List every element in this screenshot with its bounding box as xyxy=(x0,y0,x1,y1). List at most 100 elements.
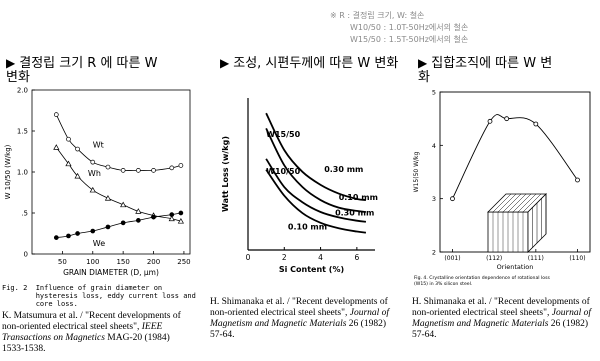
chart-1-caption: Fig. 2 Influence of grain diameter on hy… xyxy=(2,284,196,308)
data-point xyxy=(106,225,110,229)
citation-2-line1: H. Shimanaka et al. / "Recent developmen… xyxy=(210,297,410,308)
citation-2-line3: Magnetism and Magnetic Materials xyxy=(210,319,346,329)
x-tick-label: 250 xyxy=(177,258,190,266)
data-point xyxy=(91,160,95,164)
data-point xyxy=(576,178,580,182)
chart-orientation: 2345(001)(112)(111)(110)OrientationW15(5… xyxy=(410,82,600,292)
citation-3-line2: non-oriented electrical steel sheets", xyxy=(412,308,549,318)
section-title-composition: ▶조성, 시편두께에 따른 W 변화 xyxy=(220,56,420,71)
chart-2-svg: 0 2 4 6 Si Content (%) Watt Loss (w/kg) W15/50… xyxy=(210,88,380,278)
data-point xyxy=(170,166,174,170)
series-label-w10-50: W10/50 xyxy=(266,167,300,176)
citation-2-pages: 57-64. xyxy=(210,330,410,341)
x-tick-label: 200 xyxy=(147,258,160,266)
data-point xyxy=(121,221,125,225)
data-point xyxy=(91,229,95,233)
thickness-label: 0.10 mm xyxy=(339,193,378,202)
data-point xyxy=(179,163,183,167)
x-tick-label: 50 xyxy=(58,258,67,266)
section-title-texture: ▶집합조직에 따른 W 변 화 xyxy=(418,56,598,85)
y-axis-label: W 10/50 (W/kg) xyxy=(4,144,12,199)
data-point xyxy=(76,232,80,236)
series-label-w15-50: W15/50 xyxy=(266,130,300,139)
citation-2-journal: Journal of xyxy=(350,308,389,318)
note-line-3: W15/50 : 1.5T-50Hz에서의 철손 xyxy=(330,34,468,46)
section-title-3-line1: 집합조직에 따른 W 변 xyxy=(431,56,552,71)
x-tick-label: 0 xyxy=(246,253,251,262)
citation-1-line1: K. Matsumura et al. / "Recent developmen… xyxy=(2,311,207,322)
data-point xyxy=(54,236,58,240)
crystal-cube-illustration xyxy=(488,194,546,252)
citation-1-pages: 1533-1538. xyxy=(2,344,207,355)
triangle-bullet-icon: ▶ xyxy=(6,56,15,70)
citation-2: H. Shimanaka et al. / "Recent developmen… xyxy=(210,297,410,341)
y-tick-label: 2.0 xyxy=(17,87,28,95)
data-point xyxy=(54,145,59,150)
series-line-wh xyxy=(56,147,181,221)
citation-1-journal: IEEE xyxy=(142,322,163,332)
x-tick-label: 6 xyxy=(354,253,359,262)
citation-1-vol: MAG-20 (1984) xyxy=(107,333,170,343)
x-tick-label: 2 xyxy=(282,253,287,262)
data-point xyxy=(66,234,70,238)
y-tick-label: 1.5 xyxy=(17,128,28,136)
series-label-we: We xyxy=(93,239,105,248)
section-title-grain-size: ▶결정립 크기 R 에 따른 W 변화 xyxy=(6,56,206,85)
chart-1-svg: 0.51.01.52.050100150200250GRAIN DIAMETER… xyxy=(0,82,200,302)
x-tick-label: (110) xyxy=(569,255,585,262)
y-tick-label: 3 xyxy=(432,195,436,203)
data-point xyxy=(505,117,509,121)
data-point xyxy=(534,122,538,126)
data-point xyxy=(451,197,455,201)
data-point xyxy=(54,113,58,117)
citation-3-pages: 57-64. xyxy=(412,330,600,341)
data-point xyxy=(121,168,125,172)
x-tick-label: 150 xyxy=(116,258,129,266)
chart-grain-diameter: 0.51.01.52.050100150200250GRAIN DIAMETER… xyxy=(0,82,200,302)
citation-2-vol: 26 (1982) xyxy=(349,319,386,329)
thickness-label: 0.30 mm xyxy=(324,165,363,174)
x-axis-label: Si Content (%) xyxy=(279,265,344,274)
y-tick-label: 2 xyxy=(432,249,436,257)
y-tick-label: .5 xyxy=(21,210,28,218)
thickness-label: 0.30 mm xyxy=(335,208,374,217)
x-tick-label: (112) xyxy=(486,255,502,262)
series-label-wt: Wt xyxy=(93,140,104,149)
data-point xyxy=(136,168,140,172)
section-title-2-line1: 조성, 시편두께에 따른 W 변화 xyxy=(233,56,398,71)
data-point xyxy=(66,137,70,141)
series-line-wt xyxy=(56,115,181,171)
y-axis-label: Watt Loss (w/kg) xyxy=(221,136,230,212)
data-point xyxy=(121,202,126,207)
citation-3-journal: Journal of xyxy=(552,308,591,318)
data-point xyxy=(152,215,156,219)
chart-si-content: 0 2 4 6 Si Content (%) Watt Loss (w/kg) W15/50… xyxy=(210,88,380,278)
data-point xyxy=(179,211,183,215)
data-point xyxy=(170,213,174,217)
citation-3-vol: 26 (1982) xyxy=(551,319,588,329)
series-line xyxy=(453,115,578,199)
chart-3-caption-line2: (W15) in 3% silicon steel. xyxy=(414,281,472,287)
note-line-1: ※ R : 결정립 크기, W: 철손 xyxy=(330,10,468,22)
citation-2-line2: non-oriented electrical steel sheets", xyxy=(210,308,347,318)
triangle-bullet-icon: ▶ xyxy=(418,56,427,70)
x-tick-label: 4 xyxy=(318,253,323,262)
section-title-1-line1: 결정립 크기 R 에 따른 W xyxy=(19,56,157,71)
citation-1-line3: Transactions on Magnetics xyxy=(2,333,105,343)
citation-1-line2: non-oriented electrical steel sheets", xyxy=(2,322,139,332)
data-point xyxy=(76,147,80,151)
data-point xyxy=(152,168,156,172)
data-point xyxy=(488,119,492,123)
y-tick-label: 4 xyxy=(432,142,436,150)
citation-3: H. Shimanaka et al. / "Recent developmen… xyxy=(412,297,600,341)
citation-3-line1: H. Shimanaka et al. / "Recent developmen… xyxy=(412,297,600,308)
x-tick-label: 100 xyxy=(86,258,99,266)
note-line-2: W10/50 : 1.0T-50Hz에서의 철손 xyxy=(330,22,468,34)
thickness-label: 0.10 mm xyxy=(288,222,327,231)
data-point xyxy=(136,218,140,222)
x-axis-label: Orientation xyxy=(497,263,534,271)
data-point xyxy=(105,196,110,201)
x-axis-label: GRAIN DIAMETER (D, μm) xyxy=(63,268,159,277)
x-tick-label: (001) xyxy=(444,255,460,262)
y-axis-label: W15(50 W/kg xyxy=(413,151,420,192)
